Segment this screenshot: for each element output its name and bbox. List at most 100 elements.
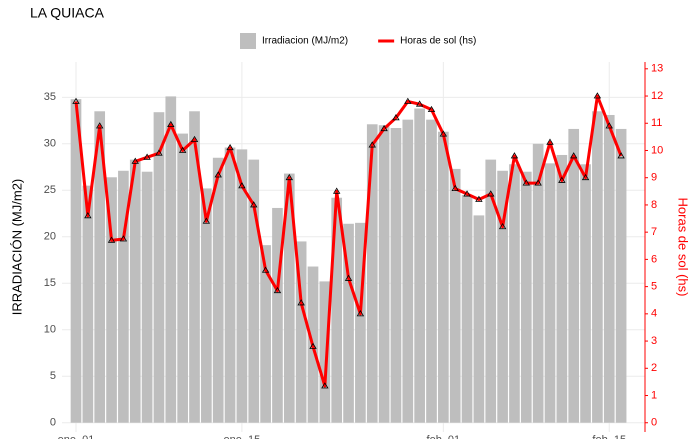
point: [581, 173, 590, 181]
bar: [177, 133, 188, 423]
point: [380, 124, 388, 132]
bar: [568, 128, 580, 423]
y2-tick-label: 3: [651, 335, 657, 347]
bar: [343, 223, 354, 423]
point: [95, 122, 104, 129]
bar: [272, 207, 283, 423]
y-tick-label: 20: [44, 231, 56, 243]
point: [605, 122, 613, 129]
bar: [236, 149, 248, 423]
y2-tick-label: 8: [651, 199, 657, 211]
x-tick-label: feb. 01: [427, 434, 461, 439]
bar: [390, 128, 402, 423]
bar: [603, 114, 615, 423]
bar: [438, 131, 449, 423]
bar: [485, 159, 497, 423]
point: [285, 173, 294, 181]
point: [522, 179, 531, 186]
bar: [201, 188, 212, 423]
point: [546, 138, 554, 145]
bar: [532, 143, 544, 423]
point: [178, 146, 187, 153]
bar: [331, 197, 343, 423]
point: [321, 382, 329, 389]
point: [558, 176, 566, 183]
point: [273, 286, 282, 294]
bar: [82, 185, 94, 423]
point: [475, 195, 483, 202]
point: [534, 179, 542, 186]
bar: [165, 96, 177, 423]
y2-tick-label: 5: [651, 281, 657, 293]
bar: [509, 164, 520, 423]
bar: [141, 171, 153, 423]
point: [510, 152, 519, 159]
point: [498, 222, 507, 230]
point: [119, 235, 128, 242]
y2-tick-label: 13: [651, 63, 663, 75]
point: [309, 342, 317, 349]
point: [250, 201, 258, 208]
y2-axis-title: Horas de sol (hs): [676, 198, 691, 297]
bar: [106, 177, 117, 423]
point: [404, 97, 412, 104]
x-tick-label: ene. 01: [58, 434, 95, 439]
y2-tick-label: 10: [651, 144, 663, 156]
point: [368, 141, 376, 148]
y-tick-label: 10: [44, 324, 56, 336]
point: [143, 153, 151, 160]
bar: [355, 222, 366, 423]
y-tick-label: 30: [44, 138, 56, 150]
point: [415, 100, 424, 107]
point: [131, 157, 139, 164]
bar: [118, 170, 129, 423]
bar: [189, 111, 200, 423]
y2-tick-label: 7: [651, 226, 657, 238]
bar: [153, 112, 165, 423]
y-axis-title: IRRADIACIÓN (MJ/m2): [9, 179, 24, 316]
bar: [580, 164, 591, 423]
point: [107, 236, 116, 243]
bar: [414, 108, 425, 423]
bar: [520, 171, 532, 423]
bar: [615, 128, 627, 423]
bar: [212, 157, 224, 423]
point: [72, 97, 80, 104]
x-tick-label: feb. 15: [592, 434, 626, 439]
bar: [224, 147, 236, 423]
legend-swatch: [240, 33, 256, 49]
line: [74, 94, 623, 388]
point: [463, 190, 471, 197]
y2-tick-label: 1: [651, 389, 657, 401]
bar: [94, 111, 106, 423]
legend-label: Horas de sol (hs): [400, 36, 476, 47]
bar: [592, 111, 603, 423]
point: [439, 130, 448, 137]
y2-tick-label: 0: [651, 417, 657, 429]
bar: [497, 170, 508, 423]
y2-tick-label: 4: [651, 308, 657, 320]
bar: [461, 194, 473, 423]
y2-tick-label: 2: [651, 362, 657, 374]
bar: [426, 119, 437, 423]
bar: [556, 154, 568, 423]
bar: [473, 215, 485, 423]
bar: [283, 173, 295, 423]
point: [167, 120, 175, 128]
point: [392, 114, 400, 121]
y-tick-label: 35: [44, 91, 56, 103]
point: [190, 135, 199, 142]
y-tick-label: 15: [44, 277, 56, 289]
bar: [449, 168, 461, 423]
y2-tick-label: 6: [651, 253, 657, 265]
point: [297, 299, 305, 306]
point: [214, 171, 222, 178]
y2-tick-label: 9: [651, 172, 657, 184]
point: [261, 266, 270, 273]
bar: [319, 281, 331, 423]
bar: [402, 119, 414, 423]
point: [593, 92, 602, 99]
point: [617, 152, 625, 159]
point: [202, 217, 211, 224]
